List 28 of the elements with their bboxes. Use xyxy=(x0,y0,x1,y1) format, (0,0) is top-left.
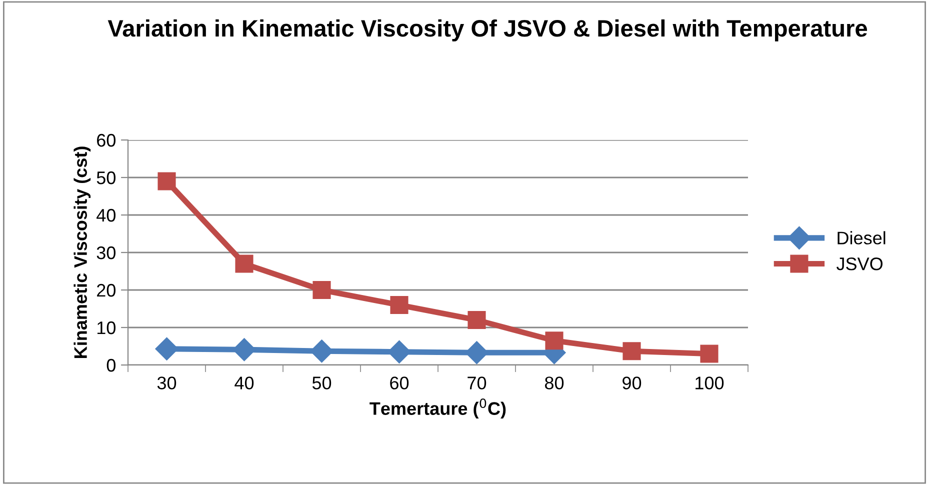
point xyxy=(312,280,331,300)
point xyxy=(622,342,641,360)
point xyxy=(545,332,564,350)
x-tick-label: 70 xyxy=(468,376,486,390)
x-tick-label: 30 xyxy=(157,376,176,390)
y-tick-label: 20 xyxy=(97,284,116,297)
legend-label: Diesel xyxy=(838,231,886,244)
x-tick-label: 60 xyxy=(390,376,409,390)
x-tick-label: 50 xyxy=(312,376,332,390)
x-tick-label: 40 xyxy=(234,376,254,390)
y-tick-label: 50 xyxy=(96,171,116,184)
point xyxy=(235,254,254,273)
y-tick-label: 40 xyxy=(96,208,116,222)
y-axis-title: Kinametic Viscosity (cst) xyxy=(74,146,91,358)
x-tick-label: 100 xyxy=(696,376,724,390)
chart-title: Variation in Kinematic Viscosity Of JSVO & Diesel with Temperature xyxy=(108,19,868,42)
point xyxy=(390,296,408,314)
x-axis-title: Temertaure ($^{0}$C) xyxy=(370,398,506,419)
point xyxy=(700,344,718,363)
point xyxy=(468,310,486,330)
y-tick-label: 60 xyxy=(97,134,116,147)
point xyxy=(158,172,176,190)
legend-label: JSVO xyxy=(836,257,883,270)
y-tick-label: 30 xyxy=(96,246,116,260)
y-tick-label: 0 xyxy=(106,358,116,372)
x-tick-label: 90 xyxy=(622,376,642,390)
y-tick-label: 10 xyxy=(97,321,116,334)
x-tick-label: 80 xyxy=(544,376,564,390)
